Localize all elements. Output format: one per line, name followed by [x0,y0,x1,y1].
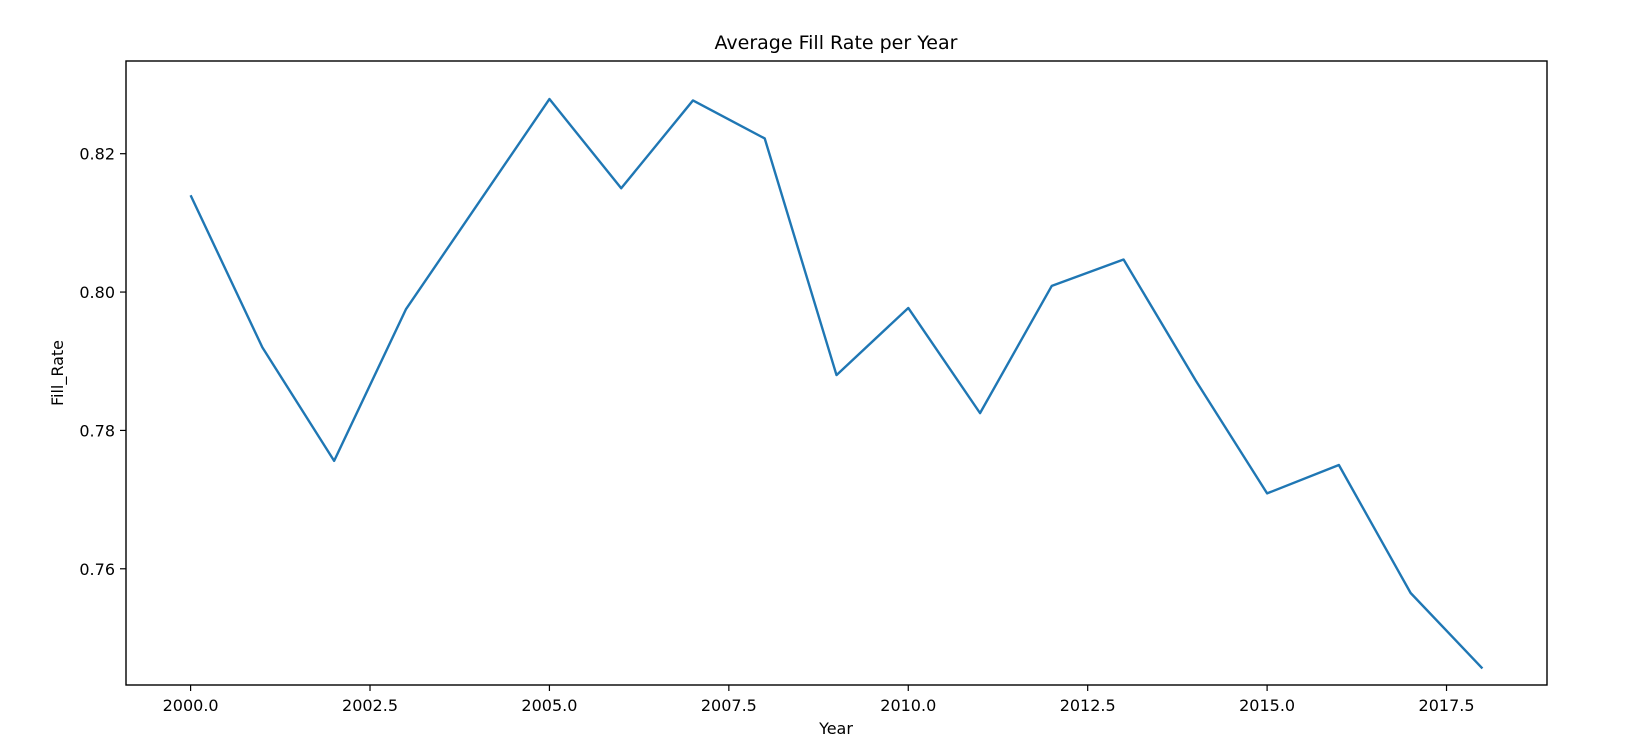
y-tick-label: 0.80 [79,283,115,302]
data-point [619,186,623,190]
series-line [189,97,1484,670]
data-point [906,306,910,310]
data-point [763,136,767,140]
data-point [691,98,695,102]
data-point [476,202,480,206]
axes-frame [125,60,1548,686]
data-point [332,459,336,463]
x-tick-label: 2007.5 [701,696,757,715]
plot-area [189,97,1484,670]
x-tick-label: 2005.0 [521,696,577,715]
y-tick-label: 0.82 [79,145,115,164]
x-tick-label: 2002.5 [342,696,398,715]
x-tick-label: 2012.5 [1060,696,1116,715]
x-tick-label: 2000.0 [163,696,219,715]
data-point [1265,491,1269,495]
y-tick-label: 0.78 [79,421,115,440]
y-axis-ticks: 0.76 0.78 0.80 0.82 [79,145,126,579]
y-tick-label: 0.76 [79,560,115,579]
data-point [1409,591,1413,595]
x-tick-label: 2010.0 [880,696,936,715]
data-point [189,193,193,197]
data-point [1122,258,1126,262]
y-axis-label: Fill_Rate [48,340,68,406]
data-point [260,345,264,349]
x-axis-ticks: 2000.0 2002.5 2005.0 2007.5 2010.0 2012.5 2015… [163,685,1475,715]
data-point [404,307,408,311]
data-point [978,411,982,415]
x-tick-label: 2015.0 [1239,696,1295,715]
data-point [1050,284,1054,288]
data-point [1480,666,1484,670]
x-tick-label: 2017.5 [1419,696,1475,715]
data-point [547,97,551,101]
x-axis-label: Year [818,719,853,738]
data-point [1193,378,1197,382]
chart-title: Average Fill Rate per Year [715,32,958,54]
data-point [1337,463,1341,467]
data-point [835,373,839,377]
